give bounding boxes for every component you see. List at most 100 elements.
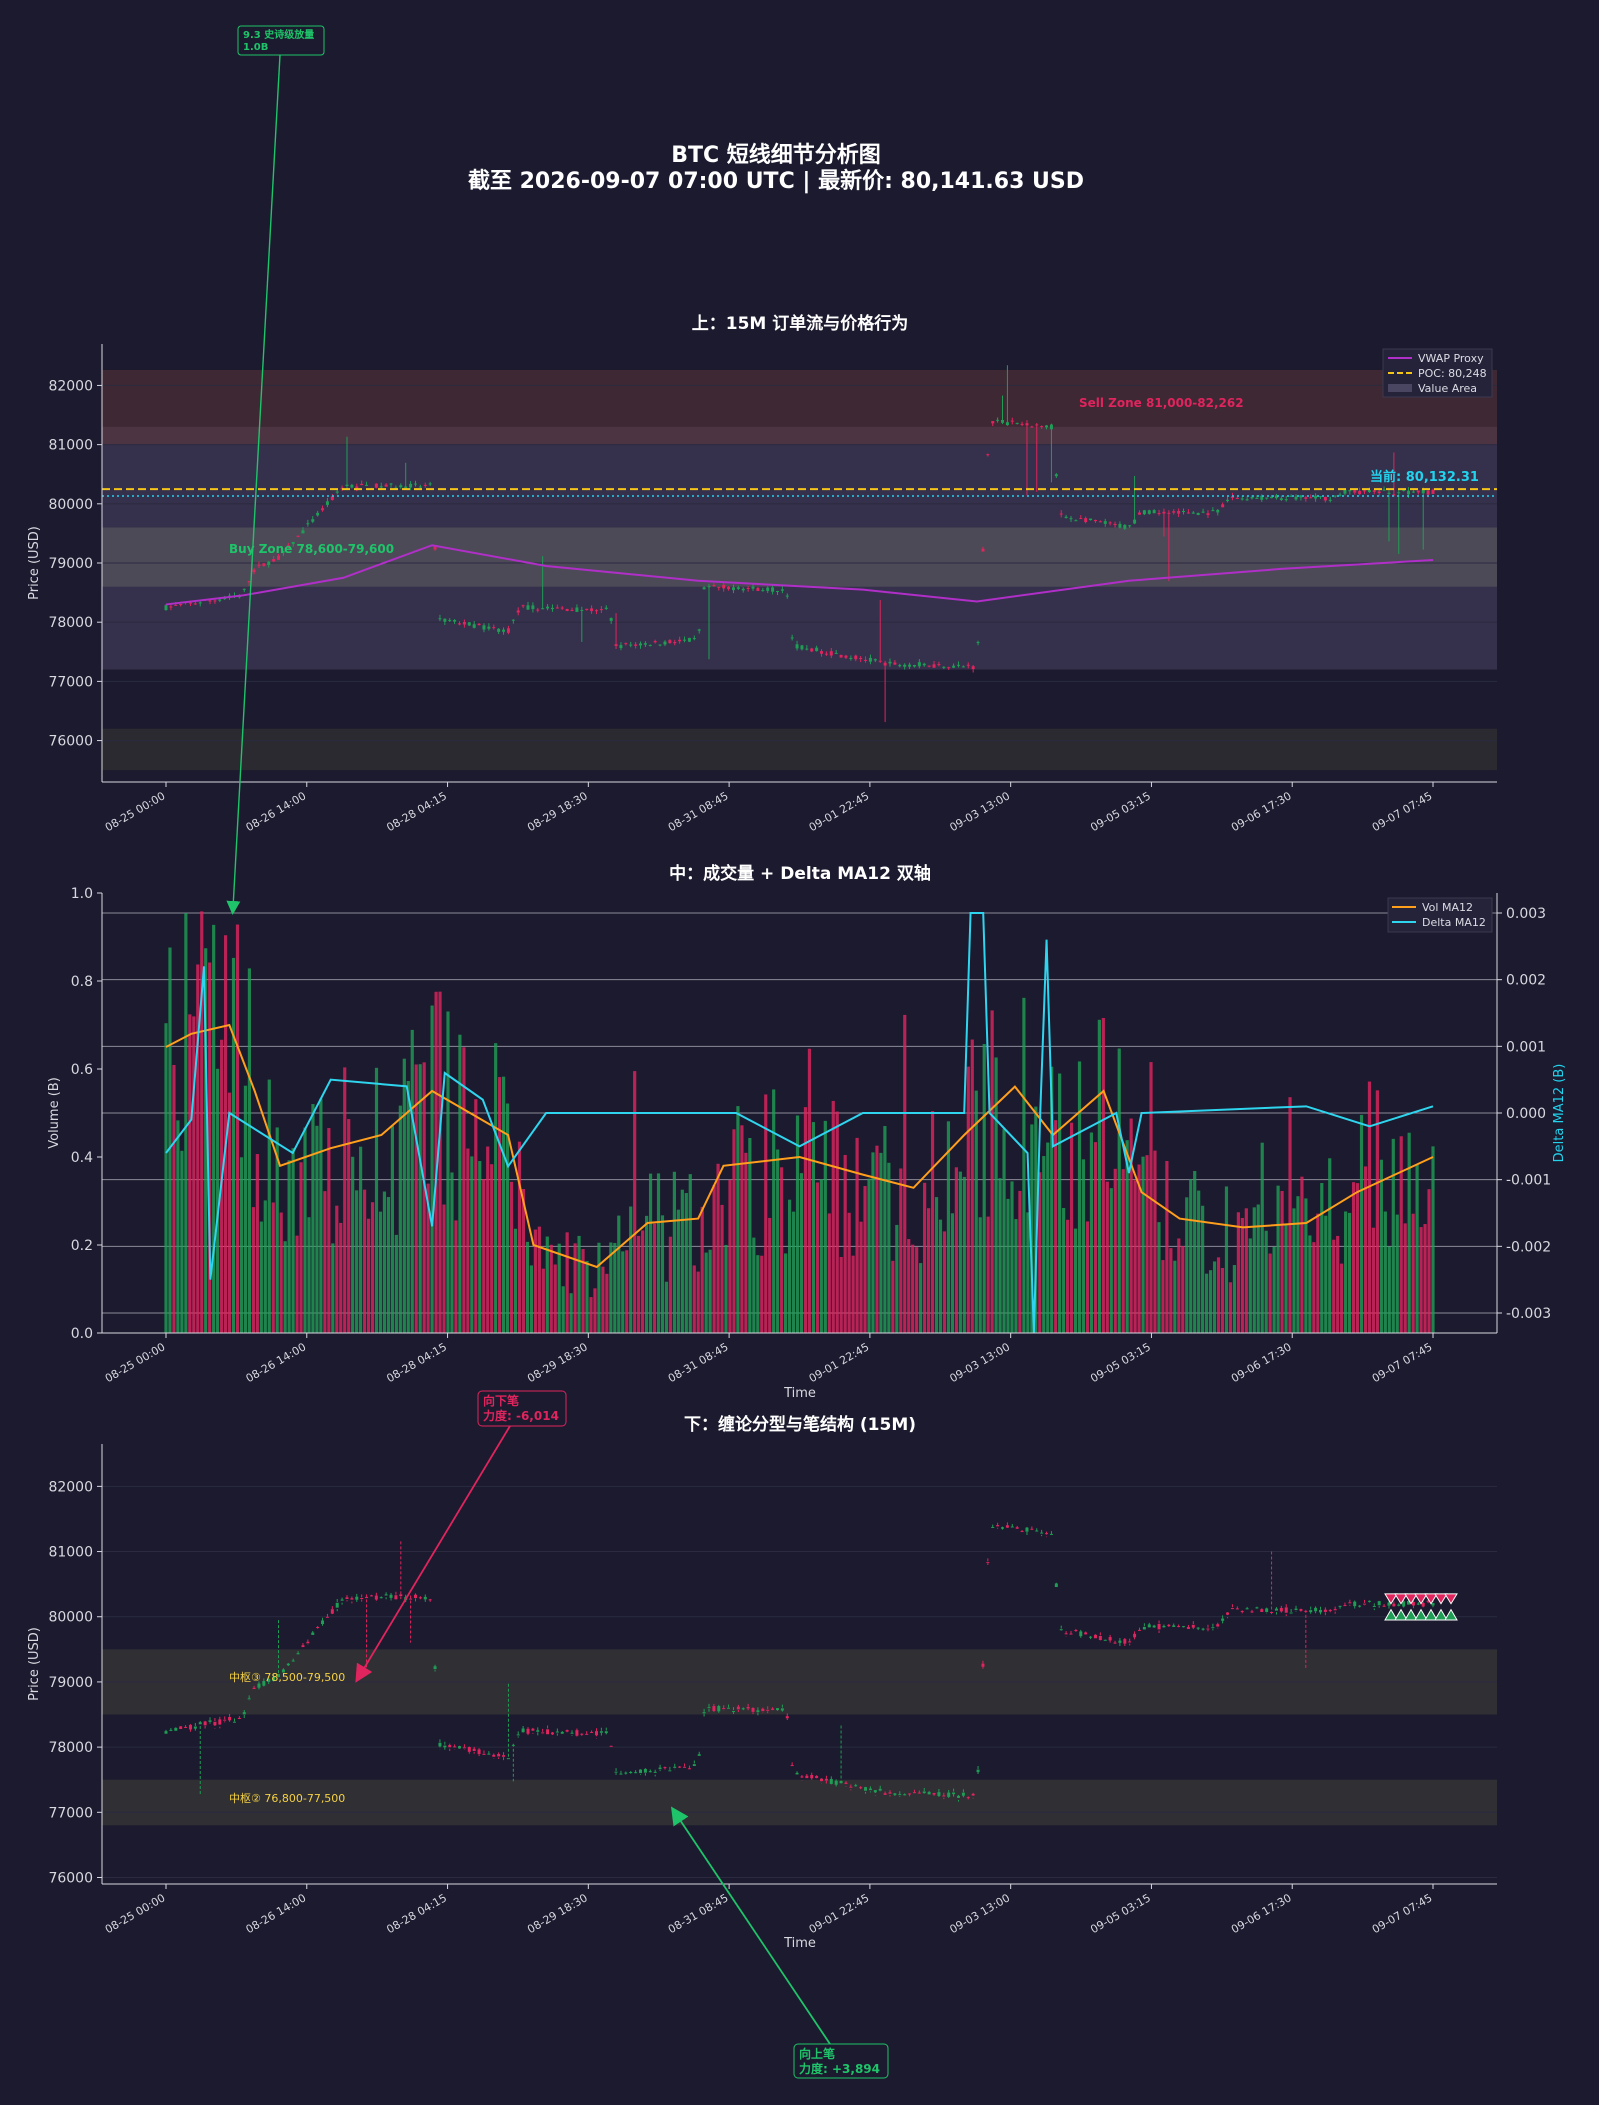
price-candle-body [555, 607, 559, 609]
volume-bar [728, 1179, 732, 1333]
volume-bar [263, 1200, 267, 1333]
chan-candle-body [986, 1562, 990, 1564]
chan-candle-body [1182, 1626, 1186, 1628]
price-candle-body [1309, 497, 1313, 499]
down-stroke-annotation: 向下笔 力度: -6,014 [355, 1390, 567, 1683]
volume-bar [1244, 1208, 1248, 1333]
volume-bar [843, 1154, 847, 1333]
volume-legend-box [1387, 897, 1493, 933]
price-candle-body [590, 608, 594, 612]
price-candle-body [1226, 499, 1230, 502]
price-candle-body [634, 644, 638, 646]
chan-x-tick-label: 09-06 17:30 [1229, 1891, 1294, 1936]
price-candle-body [1069, 518, 1073, 520]
price-y-tick-label: 81000 [48, 438, 93, 454]
volume-bar [486, 1146, 490, 1333]
chan-x-tick-label: 08-29 18:30 [525, 1891, 590, 1936]
chan-candle-body [536, 1730, 540, 1732]
volume-bar [1280, 1190, 1284, 1333]
price-candle-body [756, 587, 760, 591]
volume-bar [1121, 1169, 1125, 1333]
volume-bar [648, 1173, 653, 1333]
price-candle-body [1035, 424, 1039, 426]
volume-bar [553, 1264, 557, 1333]
volume-bar [597, 1242, 601, 1333]
volume-bar [557, 1243, 561, 1333]
price-candle-body [653, 641, 657, 643]
volume-bar [1324, 1215, 1328, 1333]
volume-bar [835, 1111, 839, 1333]
chan-candle-body [590, 1731, 594, 1733]
volume-bar [1312, 1242, 1316, 1333]
top-fractal-marker [1394, 1593, 1408, 1605]
volume-bar [537, 1226, 541, 1333]
price-candle-body [350, 484, 354, 488]
volume-bar [545, 1236, 549, 1333]
volume-bar [204, 948, 208, 1333]
volume-bar [1042, 1156, 1046, 1333]
chan-candle-body [462, 1747, 466, 1749]
price-candle-body [639, 643, 643, 646]
price-candle-body [418, 486, 422, 488]
chan-candle-body [232, 1721, 236, 1723]
price-candle-body [1260, 495, 1264, 500]
volume-bar [851, 1255, 855, 1333]
price-legend: VWAP Proxy POC: 80,248 Value Area [1382, 348, 1493, 398]
volume-bar [414, 1064, 418, 1333]
volume-bar [629, 1206, 633, 1333]
volume-bar [752, 1237, 756, 1333]
chan-candle-body [810, 1775, 814, 1779]
price-candle-body [609, 618, 613, 621]
volume-bar [1097, 1019, 1101, 1333]
price-panel-ylabel: Price (USD) [27, 526, 42, 600]
price-y-tick-label: 79000 [48, 556, 93, 572]
price-candle-body [472, 624, 476, 628]
price-candle-body [506, 628, 510, 633]
volume-bar [1038, 1172, 1042, 1333]
up-stroke-line1: 向上笔 [799, 2046, 835, 2061]
price-candle-body [355, 486, 359, 489]
sell-zone-band [102, 369, 1497, 445]
chan-candle-body [1397, 1604, 1401, 1606]
price-candle-body [1328, 499, 1332, 501]
price-x-tick-label: 09-03 13:00 [947, 789, 1012, 834]
chan-candle-body [785, 1716, 789, 1719]
volume-bar [1272, 1246, 1276, 1333]
volume-bar [911, 1244, 915, 1333]
volume-bar [1201, 1205, 1205, 1333]
volume-x-tick-label: 09-05 03:15 [1088, 1340, 1153, 1385]
volume-bar [764, 1094, 768, 1333]
chan-candle-body [1035, 1530, 1039, 1532]
chan-candle-body [849, 1786, 853, 1788]
price-candle-body [1314, 495, 1318, 499]
price-candle-body [526, 605, 530, 610]
volume-bar [283, 1241, 287, 1333]
volume-bar [708, 1249, 712, 1333]
price-candle-body [912, 665, 916, 667]
volume-bar [891, 1260, 895, 1333]
chan-candle-body [888, 1792, 892, 1794]
volume-bar [744, 1152, 748, 1333]
price-candle-body [1093, 519, 1097, 522]
price-x-tick-label: 09-07 07:45 [1370, 789, 1435, 834]
price-candle-body [1186, 512, 1190, 514]
volume-bar [243, 1085, 248, 1333]
chan-candle-body [1431, 1603, 1435, 1606]
chan-candle-body [1343, 1605, 1347, 1607]
volume-bar [1300, 1176, 1304, 1333]
volume-bar [450, 1172, 454, 1333]
chan-candle-body [1377, 1601, 1381, 1606]
volume-bar [1264, 1230, 1268, 1333]
volume-bar [1367, 1081, 1372, 1333]
price-candle-body [1040, 426, 1044, 428]
chan-candle-body [1348, 1602, 1352, 1604]
chan-candle-body [350, 1598, 354, 1600]
chan-candle-body [198, 1722, 202, 1725]
chan-candle-body [1103, 1639, 1107, 1641]
volume-bar [1129, 1118, 1133, 1333]
price-candle-body [516, 610, 520, 613]
volume-bar [1391, 1138, 1395, 1333]
price-candle-body [1054, 474, 1058, 477]
volume-y-tick-label: 0.0 [71, 1326, 93, 1342]
